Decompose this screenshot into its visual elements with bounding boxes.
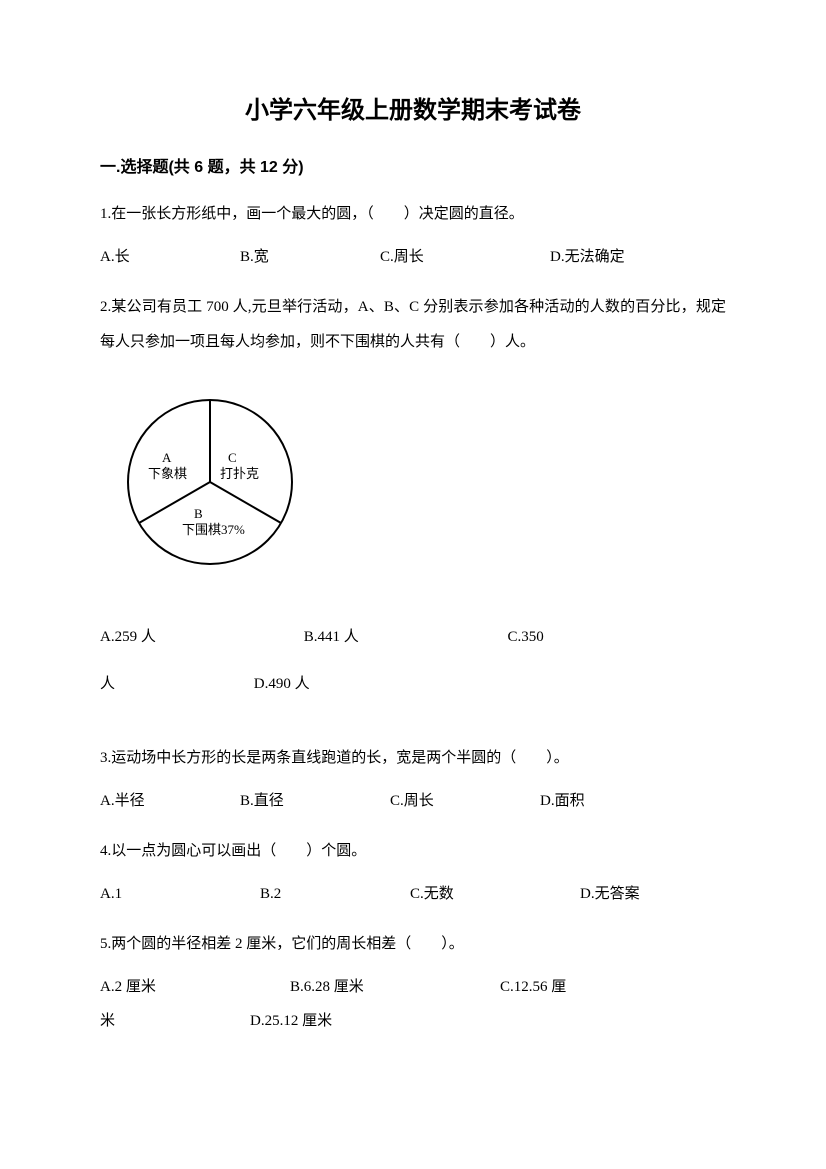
pie-chart-svg: A 下象棋 C 打扑克 B 下围棋37% (110, 387, 310, 587)
q2-option-b: B.441 人 (304, 620, 504, 655)
page-title: 小学六年级上册数学期末考试卷 (100, 90, 726, 125)
question-4-options: A.1 B.2 C.无数 D.无答案 (100, 877, 726, 912)
question-1-text: 1.在一张长方形纸中，画一个最大的圆，（ ）决定圆的直径。 (100, 197, 726, 232)
question-4-text: 4.以一点为圆心可以画出（ ）个圆。 (100, 834, 726, 869)
pie-label-a-1: A (162, 450, 172, 465)
q5-option-c: C.12.56 厘 (500, 970, 566, 1005)
question-1-options: A.长 B.宽 C.周长 D.无法确定 (100, 240, 726, 275)
q3-option-b: B.直径 (240, 784, 390, 819)
pie-label-b-1: B (194, 506, 203, 521)
q3-option-c: C.周长 (390, 784, 540, 819)
pie-label-c-1: C (228, 450, 237, 465)
q2-option-c2: 人 (100, 667, 250, 702)
q1-option-a: A.长 (100, 240, 240, 275)
q4-option-c: C.无数 (410, 877, 580, 912)
q4-option-a: A.1 (100, 877, 260, 912)
q2-option-c: C.350 (508, 620, 544, 655)
question-3-text: 3.运动场中长方形的长是两条直线跑道的长，宽是两个半圆的（ ）。 (100, 741, 726, 776)
q1-option-d: D.无法确定 (550, 240, 625, 275)
section-header: 一.选择题(共 6 题，共 12 分) (100, 153, 726, 177)
q3-option-a: A.半径 (100, 784, 240, 819)
question-2-options-line2: 人 D.490 人 (100, 667, 726, 702)
pie-label-a-2: 下象棋 (148, 466, 187, 481)
q5-option-c2: 米 (100, 1004, 250, 1039)
question-5-options-line2: 米 D.25.12 厘米 (100, 1004, 726, 1039)
q1-option-b: B.宽 (240, 240, 380, 275)
q5-option-b: B.6.28 厘米 (290, 970, 500, 1005)
pie-label-c-2: 打扑克 (220, 466, 259, 481)
question-5-options-line1: A.2 厘米 B.6.28 厘米 C.12.56 厘 (100, 970, 726, 1005)
question-2-options-line1: A.259 人 B.441 人 C.350 (100, 620, 726, 655)
pie-chart: A 下象棋 C 打扑克 B 下围棋37% (110, 387, 726, 592)
question-3-options: A.半径 B.直径 C.周长 D.面积 (100, 784, 726, 819)
q2-option-d: D.490 人 (254, 667, 310, 702)
q3-option-d: D.面积 (540, 784, 585, 819)
question-2-text: 2.某公司有员工 700 人,元旦举行活动，A、B、C 分别表示参加各种活动的人… (100, 290, 726, 359)
q4-option-d: D.无答案 (580, 877, 640, 912)
q2-option-a: A.259 人 (100, 620, 300, 655)
q4-option-b: B.2 (260, 877, 410, 912)
q5-option-d: D.25.12 厘米 (250, 1004, 332, 1039)
question-5-text: 5.两个圆的半径相差 2 厘米，它们的周长相差（ ）。 (100, 927, 726, 962)
pie-label-b-2: 下围棋37% (182, 522, 245, 537)
q1-option-c: C.周长 (380, 240, 550, 275)
q5-option-a: A.2 厘米 (100, 970, 290, 1005)
